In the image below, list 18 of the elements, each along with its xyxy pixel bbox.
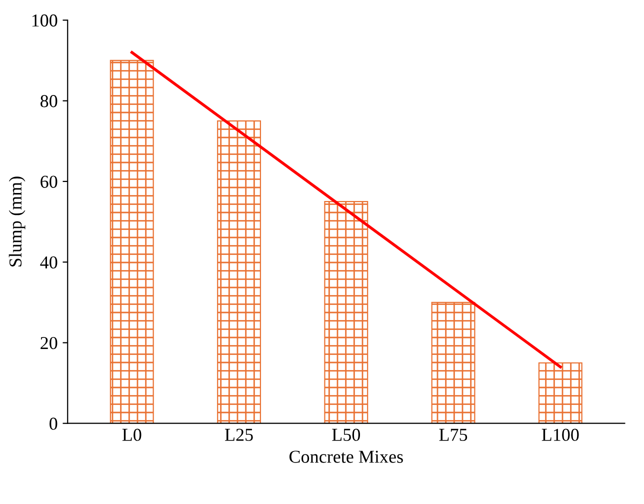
bar	[324, 201, 368, 424]
x-tick-label: L0	[122, 428, 142, 441]
y-axis-title: Slump (mm)	[8, 176, 26, 266]
y-tick-label: 40	[40, 256, 58, 269]
bar	[110, 60, 154, 424]
x-tick-label: L25	[225, 428, 253, 441]
x-tick-label: L75	[439, 428, 468, 441]
y-tick-label: 100	[32, 14, 58, 27]
x-tick-label: L50	[332, 428, 360, 441]
y-tick-label: 20	[40, 336, 58, 350]
x-axis-title: Concrete Mixes	[289, 450, 403, 463]
bar	[217, 120, 262, 424]
bar	[538, 362, 582, 424]
x-tick-label: L100	[542, 428, 579, 441]
y-tick-label: 80	[40, 95, 58, 108]
y-tick-label: 0	[50, 418, 58, 430]
y-tick-label: 60	[40, 176, 58, 188]
bar	[431, 302, 476, 424]
